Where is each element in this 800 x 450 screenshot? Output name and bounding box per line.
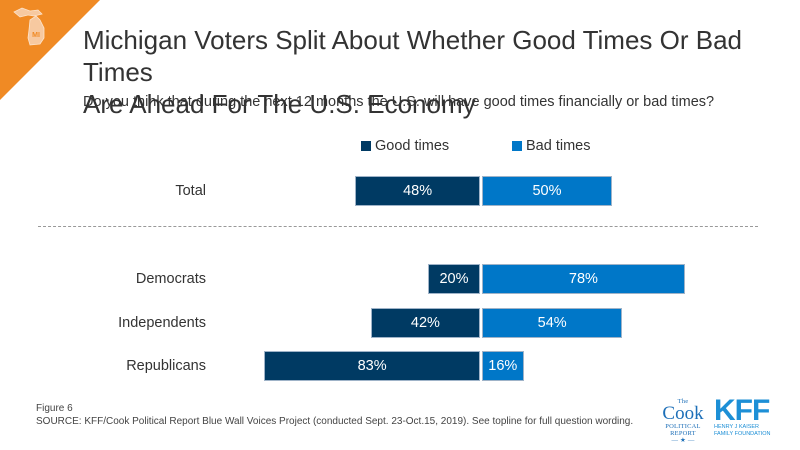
bar-bad-times-independents: 54% — [482, 308, 623, 338]
legend-swatch-good-times — [361, 141, 371, 151]
bar-good-times-independents: 42% — [370, 308, 480, 338]
category-label-total: Total — [175, 183, 206, 199]
legend-item-bad-times: Bad times — [512, 138, 590, 154]
kff-logo-line1: HENRY J KAISER — [714, 424, 760, 430]
cook-political-report-logo: The Cook POLITICAL REPORT — ★ — — [660, 398, 706, 444]
cook-logo-line3: REPORT — [670, 430, 696, 437]
kff-logo-line2: FAMILY FOUNDATION — [714, 431, 771, 437]
bar-bad-times-democrats: 78% — [482, 264, 685, 294]
cook-logo-name: Cook — [662, 403, 704, 424]
cook-logo-line2: POLITICAL — [665, 423, 701, 430]
bar-good-times-republicans: 83% — [264, 351, 480, 381]
source-note: SOURCE: KFF/Cook Political Report Blue W… — [36, 416, 634, 427]
bar-good-times-democrats: 20% — [428, 264, 480, 294]
legend-label-good-times: Good times — [375, 138, 450, 154]
bar-good-times-total: 48% — [355, 176, 480, 206]
michigan-map-icon: MI — [13, 7, 45, 46]
figure-label: Figure 6 — [36, 403, 73, 414]
category-label-republicans: Republicans — [126, 358, 206, 374]
cook-star-icon: — ★ — — [671, 437, 695, 444]
figure-footer: Figure 6 SOURCE: KFF/Cook Political Repo… — [36, 402, 633, 428]
legend-swatch-bad-times — [512, 141, 522, 151]
page-title: Michigan Voters Split About Whether Good… — [83, 24, 800, 120]
legend-item-good-times: Good times — [361, 138, 449, 154]
kff-logo: KFF HENRY J KAISER FAMILY FOUNDATION — [714, 394, 771, 438]
question-subtitle: Do you think that during the next 12 mon… — [83, 94, 715, 110]
kff-logo-name: KFF — [714, 394, 770, 427]
state-badge: MI — [32, 32, 40, 39]
category-label-independents: Independents — [118, 315, 206, 331]
category-label-democrats: Democrats — [135, 271, 206, 287]
bar-bad-times-total: 50% — [482, 176, 612, 206]
legend-label-bad-times: Bad times — [526, 138, 591, 154]
corner-accent — [0, 0, 100, 100]
bar-bad-times-republicans: 16% — [482, 351, 524, 381]
cook-logo-top: The — [677, 398, 689, 405]
group-divider — [38, 226, 758, 227]
title-line-2: Are Ahead For The U.S. Economy — [83, 89, 476, 119]
title-line-1: Michigan Voters Split About Whether Good… — [83, 25, 742, 87]
